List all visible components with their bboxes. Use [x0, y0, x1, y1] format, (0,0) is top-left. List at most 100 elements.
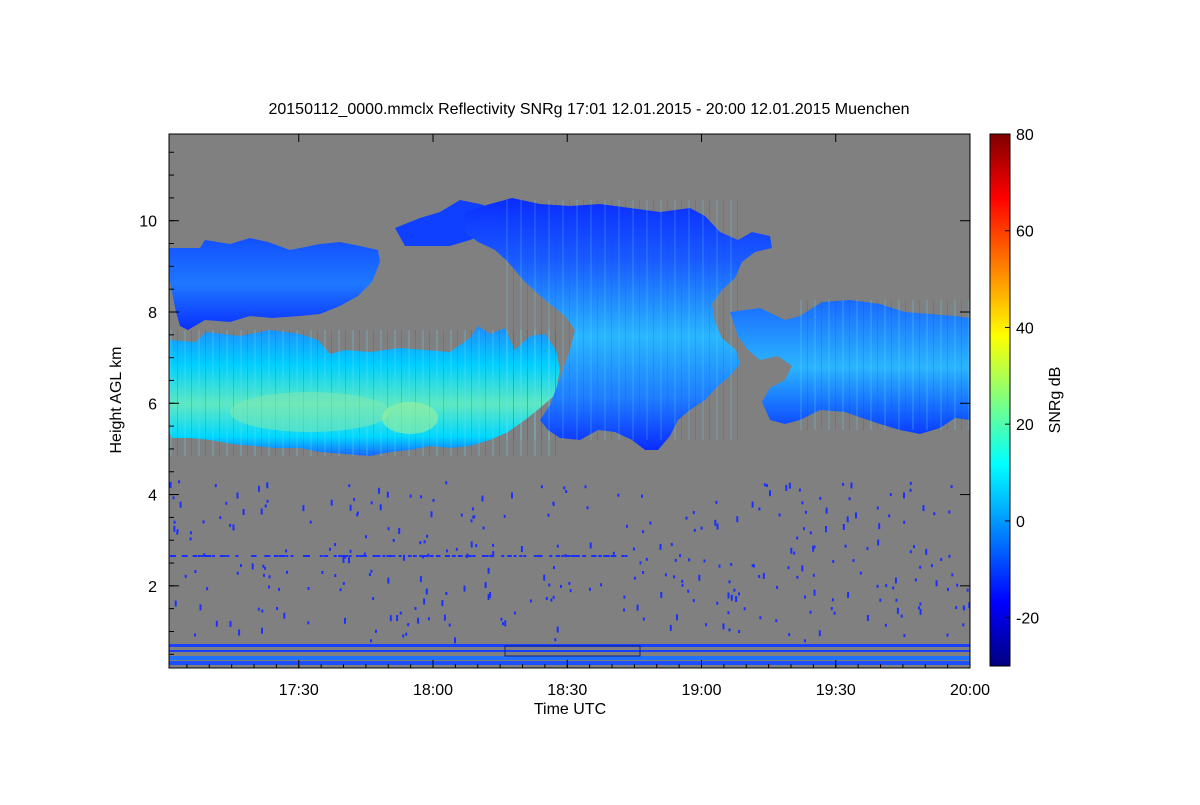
- noise-speck: [470, 519, 473, 523]
- noise-speck: [258, 485, 260, 492]
- noise-speck: [962, 623, 965, 627]
- noise-speck: [758, 575, 761, 578]
- noise-speck: [443, 614, 446, 621]
- noise-speck: [903, 492, 905, 499]
- noise-speck: [621, 555, 625, 557]
- noise-speck: [503, 514, 506, 518]
- colorbar-tick-label: 0: [1016, 514, 1025, 531]
- noise-speck: [552, 595, 555, 599]
- noise-speck: [372, 555, 376, 557]
- noise-speck: [855, 512, 857, 519]
- noise-speck: [507, 555, 511, 557]
- noise-speck: [919, 608, 922, 615]
- noise-speck: [728, 628, 731, 632]
- noise-speck: [859, 571, 862, 575]
- noise-speck: [206, 587, 209, 591]
- noise-speck: [574, 555, 577, 557]
- noise-speck: [359, 555, 363, 557]
- x-tick-label: 18:30: [547, 682, 587, 699]
- noise-speck: [727, 592, 730, 599]
- noise-speck: [560, 584, 562, 588]
- noise-speck: [229, 523, 232, 527]
- noise-speck: [261, 627, 263, 634]
- noise-speck: [728, 580, 731, 584]
- noise-speck: [604, 555, 607, 557]
- noise-speck: [738, 592, 740, 596]
- noise-speck: [513, 611, 516, 615]
- noise-speck: [715, 500, 718, 504]
- noise-speck: [681, 579, 684, 583]
- noise-speck: [508, 555, 512, 557]
- noise-speck: [356, 511, 359, 515]
- noise-speck: [762, 572, 765, 579]
- noise-speck: [556, 626, 559, 633]
- noise-speck: [472, 555, 476, 557]
- noise-speck: [268, 585, 270, 589]
- noise-speck: [169, 481, 172, 488]
- noise-speck: [796, 575, 799, 579]
- noise-speck: [679, 554, 682, 558]
- noise-speck: [825, 526, 827, 529]
- noise-speck: [427, 617, 430, 621]
- noise-speck: [342, 557, 345, 563]
- noise-speck: [215, 620, 218, 627]
- noise-speck: [962, 605, 965, 609]
- noise-speck: [319, 555, 323, 557]
- noise-speck: [914, 578, 917, 582]
- noise-speck: [253, 555, 257, 557]
- noise-speck: [363, 552, 366, 556]
- noise-speck: [377, 555, 381, 557]
- noise-speck: [199, 604, 202, 611]
- noise-speck: [787, 566, 790, 570]
- noise-speck: [903, 520, 906, 524]
- noise-speck: [212, 555, 216, 557]
- noise-speck: [909, 488, 912, 492]
- noise-speck: [448, 623, 451, 627]
- noise-speck: [445, 555, 448, 557]
- noise-speck: [642, 571, 644, 574]
- noise-speck: [735, 596, 738, 602]
- noise-speck: [842, 524, 845, 530]
- noise-speck: [919, 565, 922, 569]
- colorbar-label: SNRg dB: [1047, 367, 1064, 434]
- noise-speck: [947, 587, 949, 591]
- noise-speck: [368, 573, 371, 577]
- noise-speck: [793, 551, 796, 555]
- noise-speck: [688, 558, 691, 562]
- noise-speck: [219, 516, 222, 520]
- noise-speck: [543, 574, 546, 581]
- noise-speck: [606, 555, 610, 557]
- x-axis: 17:30 18:00 18:30 19:00 19:30 20:00: [186, 134, 990, 699]
- noise-speck: [389, 615, 392, 622]
- noise-speck: [398, 528, 401, 534]
- colorbar-tick-label: 20: [1016, 417, 1034, 434]
- noise-speck: [520, 546, 523, 552]
- noise-speck: [523, 555, 527, 557]
- noise-speck: [278, 587, 280, 591]
- noise-speck: [948, 510, 951, 514]
- noise-speck: [804, 639, 806, 643]
- noise-speck: [612, 551, 615, 555]
- noise-speck: [408, 555, 412, 557]
- noise-speck: [421, 555, 425, 557]
- noise-speck: [176, 531, 179, 535]
- noise-speck: [623, 608, 626, 612]
- noise-speck: [238, 629, 241, 636]
- noise-speck: [286, 570, 288, 574]
- noise-speck: [511, 492, 513, 499]
- noise-speck: [583, 555, 587, 557]
- noise-speck: [409, 494, 412, 498]
- noise-speck: [251, 563, 254, 570]
- noise-speck: [398, 555, 402, 557]
- noise-speck: [489, 591, 492, 598]
- noise-speck: [751, 564, 754, 568]
- noise-speck: [333, 555, 337, 557]
- echo-field: [169, 198, 970, 665]
- noise-speck: [487, 594, 490, 600]
- noise-speck: [214, 484, 217, 488]
- noise-speck: [414, 607, 417, 610]
- noise-speck: [692, 599, 695, 603]
- noise-speck: [639, 561, 642, 565]
- noise-speck: [276, 607, 278, 611]
- noise-speck: [769, 490, 771, 497]
